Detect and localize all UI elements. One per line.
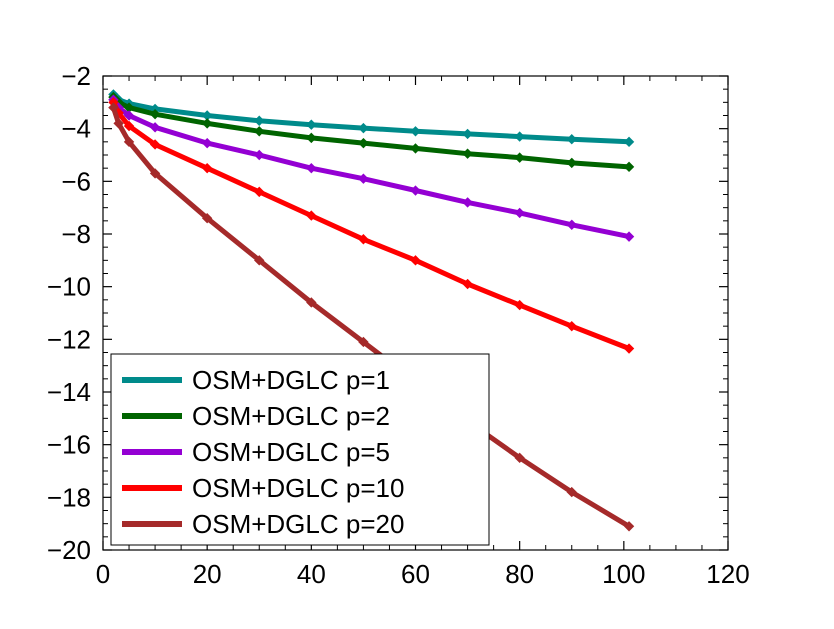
data-point (123, 120, 135, 132)
data-point (306, 119, 317, 130)
legend-item-2: OSM+DGLC p=2 (122, 401, 390, 431)
data-point (306, 210, 317, 221)
data-point (410, 185, 421, 196)
data-point (514, 152, 525, 163)
data-point (149, 168, 161, 179)
y-axis: −2 −4 −6 −8 −10 −12 −14 −16 −18 −20 (47, 61, 728, 565)
data-point (566, 219, 577, 230)
data-point (306, 297, 317, 308)
legend-label: OSM+DGLC p=20 (192, 509, 404, 539)
series-2 (108, 91, 635, 173)
y-tick-label: −8 (61, 219, 91, 249)
data-point (566, 486, 577, 498)
x-tick-label: 20 (193, 559, 222, 589)
data-point (623, 343, 635, 354)
data-point (254, 126, 265, 137)
data-point (514, 207, 525, 219)
data-point (201, 162, 213, 174)
data-point (514, 299, 525, 311)
data-point (254, 255, 265, 266)
data-point (254, 149, 265, 161)
data-point (201, 212, 213, 224)
x-tick-label: 80 (505, 559, 534, 589)
legend-label: OSM+DGLC p=10 (192, 473, 404, 503)
data-point (123, 136, 135, 148)
data-point (108, 102, 119, 113)
y-tick-label: −18 (47, 482, 91, 512)
data-point (623, 136, 635, 148)
series-layer (108, 89, 635, 532)
data-point (410, 143, 421, 154)
data-point (623, 231, 635, 242)
data-point (623, 521, 635, 532)
legend-item-1: OSM+DGLC p=1 (122, 365, 390, 395)
data-point (462, 197, 473, 208)
y-tick-label: −16 (47, 430, 91, 460)
data-point (149, 108, 161, 120)
data-point (306, 162, 317, 174)
x-tick-label: 100 (602, 559, 645, 589)
y-tick-label: −6 (61, 166, 91, 196)
data-point (358, 122, 369, 134)
data-point (254, 115, 265, 126)
data-point (566, 133, 577, 145)
data-point (566, 157, 577, 169)
data-point (201, 118, 213, 129)
y-tick-label: −4 (61, 114, 91, 144)
legend: OSM+DGLC p=1 OSM+DGLC p=2 OSM+DGLC p=5 OSM+… (110, 353, 490, 546)
data-point (410, 126, 421, 137)
data-point (149, 139, 161, 150)
data-point (358, 234, 369, 245)
data-point (623, 161, 635, 173)
data-point (113, 118, 124, 129)
data-point (358, 173, 369, 184)
data-point (462, 128, 473, 140)
data-point (358, 137, 369, 149)
legend-item-5: OSM+DGLC p=20 (122, 509, 404, 539)
legend-label: OSM+DGLC p=2 (192, 401, 390, 431)
legend-label: OSM+DGLC p=5 (192, 437, 390, 467)
data-point (306, 132, 317, 144)
data-point (514, 452, 525, 464)
x-tick-label: 60 (401, 559, 430, 589)
legend-items: OSM+DGLC p=1 OSM+DGLC p=2 OSM+DGLC p=5 OSM+… (122, 365, 404, 539)
x-tick-label: 120 (706, 559, 749, 589)
data-point (462, 148, 473, 159)
data-point (462, 278, 473, 290)
y-tick-label: −14 (47, 377, 91, 407)
data-point (149, 122, 161, 133)
x-axis: 0 20 40 60 80 100 120 (96, 76, 750, 589)
y-tick-label: −12 (47, 324, 91, 354)
series-5 (108, 102, 635, 532)
legend-label: OSM+DGLC p=1 (192, 365, 390, 395)
data-point (254, 186, 265, 198)
data-point (358, 336, 369, 348)
x-tick-label: 0 (96, 559, 110, 589)
y-tick-label: −2 (61, 61, 91, 91)
data-point (514, 131, 525, 142)
series-4 (108, 97, 635, 354)
legend-item-4: OSM+DGLC p=10 (122, 473, 404, 503)
data-point (201, 137, 213, 149)
data-point (566, 320, 577, 332)
data-point (410, 255, 421, 266)
y-tick-label: −20 (47, 535, 91, 565)
y-tick-label: −10 (47, 272, 91, 302)
legend-item-3: OSM+DGLC p=5 (122, 437, 390, 467)
x-tick-label: 40 (297, 559, 326, 589)
data-point (123, 110, 135, 121)
